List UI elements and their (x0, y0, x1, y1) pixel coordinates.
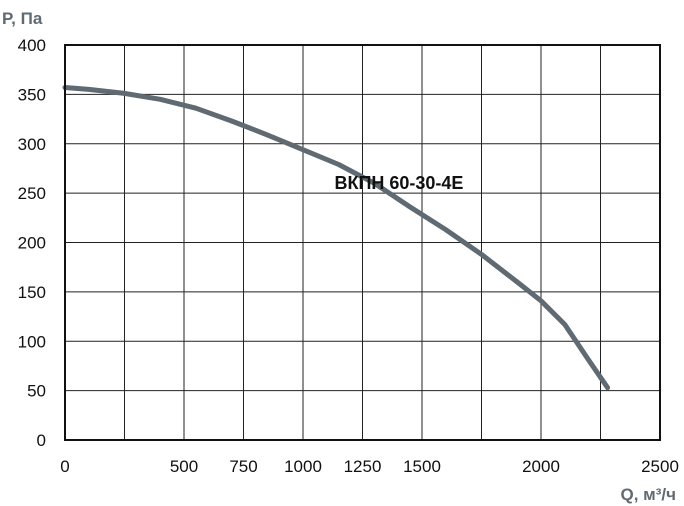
y-tick-label: 150 (18, 283, 46, 302)
y-tick-label: 50 (27, 382, 46, 401)
x-tick-label: 0 (60, 457, 69, 476)
x-tick-label: 2000 (522, 457, 560, 476)
x-tick-label: 1250 (344, 457, 382, 476)
x-tick-label: 500 (170, 457, 198, 476)
y-axis-title: P, Па (2, 9, 43, 28)
series-line (62, 85, 611, 391)
x-axis-title: Q, м³/ч (621, 485, 677, 504)
grid-lines (64, 44, 661, 441)
x-tick-label: 2500 (641, 457, 679, 476)
y-tick-label: 300 (18, 135, 46, 154)
series-label: ВКПН 60-30-4Е (334, 173, 463, 193)
axis-tick-labels: 0 50 100 150 200 250 300 350 400 0 500 750 1000 1250 1… (18, 36, 679, 476)
x-tick-label: 750 (229, 457, 257, 476)
x-tick-label: 1000 (284, 457, 322, 476)
y-tick-label: 250 (18, 184, 46, 203)
plot-frame (64, 44, 661, 441)
y-tick-label: 200 (18, 234, 46, 253)
y-tick-label: 100 (18, 332, 46, 351)
y-tick-label: 400 (18, 36, 46, 55)
y-tick-label: 350 (18, 85, 46, 104)
series-layer (62, 85, 611, 391)
x-tick-label: 1500 (403, 457, 441, 476)
y-tick-label: 0 (37, 431, 46, 450)
